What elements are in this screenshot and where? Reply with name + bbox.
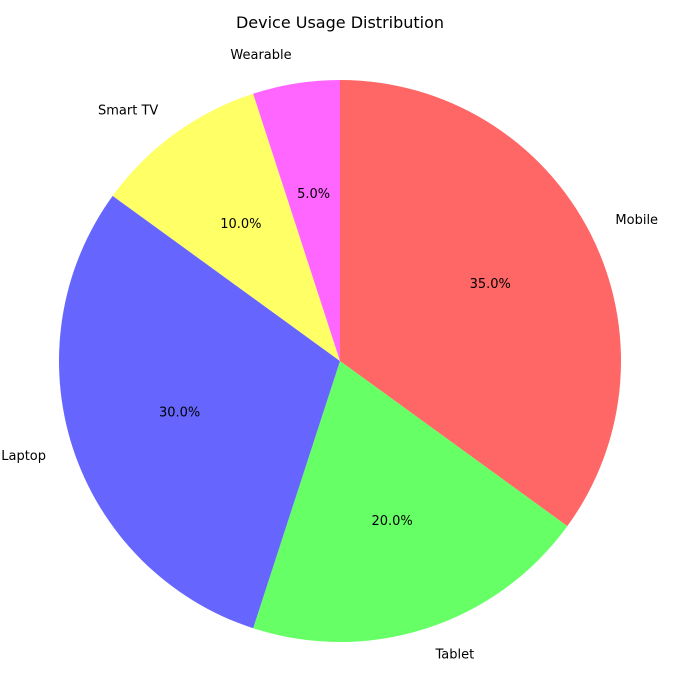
slice-label-mobile: Mobile xyxy=(615,213,658,228)
pie-slice-wearable xyxy=(253,80,340,361)
pct-label-mobile: 35.0% xyxy=(470,277,511,292)
pie-slice-tablet xyxy=(253,361,568,643)
pct-label-wearable: 5.0% xyxy=(297,187,330,202)
chart-title: Device Usage Distribution xyxy=(236,13,444,32)
pie-labels: Mobile 35.0% Tablet 20.0% Laptop 30.0% Smart T… xyxy=(1,48,658,662)
slice-label-tablet: Tablet xyxy=(435,647,475,662)
pct-label-tablet: 20.0% xyxy=(371,514,412,529)
pct-label-laptop: 30.0% xyxy=(159,406,200,421)
slice-label-laptop: Laptop xyxy=(1,449,46,464)
pie-slice-smart-tv xyxy=(112,93,340,362)
slice-label-smart-tv: Smart TV xyxy=(98,103,158,118)
pie-slices xyxy=(58,80,621,643)
pct-label-smart-tv: 10.0% xyxy=(220,217,261,232)
slice-label-wearable: Wearable xyxy=(230,48,291,63)
pie-slice-laptop xyxy=(58,195,341,629)
pie-slice-mobile xyxy=(340,80,621,527)
